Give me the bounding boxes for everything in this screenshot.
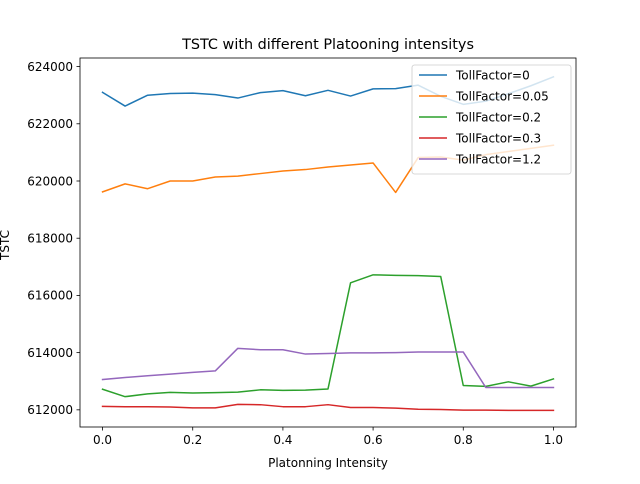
x-tick-label: 1.0 — [544, 433, 563, 447]
y-axis: 612000 614000 616000 618000 620000 622000 6240… — [27, 60, 80, 417]
y-tick-label: 612000 — [27, 403, 73, 417]
axes-frame — [79, 57, 577, 428]
x-tick-label: 0.8 — [454, 433, 473, 447]
y-tick-label: 616000 — [27, 289, 73, 303]
series-line-4 — [101, 347, 555, 389]
x-tick-label: 0.4 — [273, 433, 292, 447]
legend-box — [411, 64, 572, 175]
legend-label-3: TollFactor=0.3 — [455, 131, 541, 145]
x-axis-label: Platonning Intensity — [268, 456, 388, 470]
x-axis: 0.0 0.2 0.4 0.6 0.8 1.0 — [93, 427, 563, 447]
y-tick-label: 620000 — [27, 174, 73, 188]
legend-label-2: TollFactor=0.2 — [455, 110, 541, 124]
legend-label-4: TollFactor=1.2 — [455, 152, 541, 166]
series-line-2 — [101, 274, 555, 398]
y-tick-label: 614000 — [27, 346, 73, 360]
y-tick-label: 622000 — [27, 117, 73, 131]
x-tick-label: 0.6 — [364, 433, 383, 447]
legend-label-1: TollFactor=0.05 — [455, 89, 549, 103]
legend-label-0: TollFactor=0 — [455, 68, 530, 82]
y-tick-label: 624000 — [27, 60, 73, 74]
chart-title: TSTC with different Platooning intensity… — [181, 37, 474, 53]
series-line-3 — [101, 403, 555, 412]
y-axis-label: TSTC — [0, 230, 12, 261]
x-tick-label: 0.2 — [183, 433, 202, 447]
x-tick-label: 0.0 — [93, 433, 112, 447]
y-tick-label: 618000 — [27, 232, 73, 246]
legend: TollFactor=0 TollFactor=0.05 TollFactor=0.… — [411, 64, 572, 175]
